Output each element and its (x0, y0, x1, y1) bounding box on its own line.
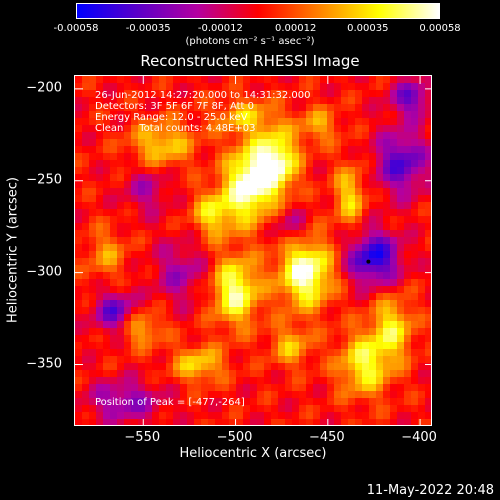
colorbar-tick-label: 0.00012 (274, 23, 317, 34)
colorbar-tick-label: -0.00035 (125, 23, 171, 34)
dark-marker (366, 259, 371, 264)
colorbar-tick-label: 0.00035 (347, 23, 389, 34)
colorbar-tick-label: 0.00058 (419, 23, 461, 34)
y-tick-label: −250 (26, 172, 62, 188)
colorbar (76, 3, 440, 19)
info-detectors: Detectors: 3F 5F 6F 7F 8F, Att 0 (95, 101, 255, 112)
timestamp: 11-May-2022 20:48 (366, 483, 494, 498)
y-axis-label: Heliocentric Y (arcsec) (5, 177, 21, 323)
peak-position-label: Position of Peak = [-477,-264] (95, 397, 245, 408)
y-tick-label: −200 (26, 80, 62, 96)
x-tick-label: −400 (401, 430, 437, 445)
info-time-range: 26-Jun-2012 14:27:20.000 to 14:31:32.000 (95, 90, 311, 101)
x-tick-label: −550 (124, 430, 161, 445)
info-energy-range: Energy Range: 12.0 - 25.0 keV (95, 112, 248, 123)
x-axis-label: Heliocentric X (arcsec) (179, 446, 327, 461)
info-total-counts: Clean Total counts: 4.48E+03 (95, 123, 256, 134)
colorbar-tick-label: -0.00012 (197, 23, 243, 34)
plot-area[interactable]: 26-Jun-2012 14:27:20.000 to 14:31:32.000… (74, 75, 432, 426)
y-tick-label: −300 (26, 264, 62, 280)
x-tick-label: −450 (308, 430, 345, 445)
rhessi-image-map (75, 76, 431, 425)
image-title: Reconstructed RHESSI Image (140, 52, 360, 70)
x-tick-label: −500 (216, 430, 253, 445)
y-tick-label: −350 (26, 356, 62, 372)
colorbar-tick-label: -0.00058 (53, 23, 99, 34)
colorbar-units: (photons cm⁻² s⁻¹ asec⁻²) (185, 36, 315, 47)
